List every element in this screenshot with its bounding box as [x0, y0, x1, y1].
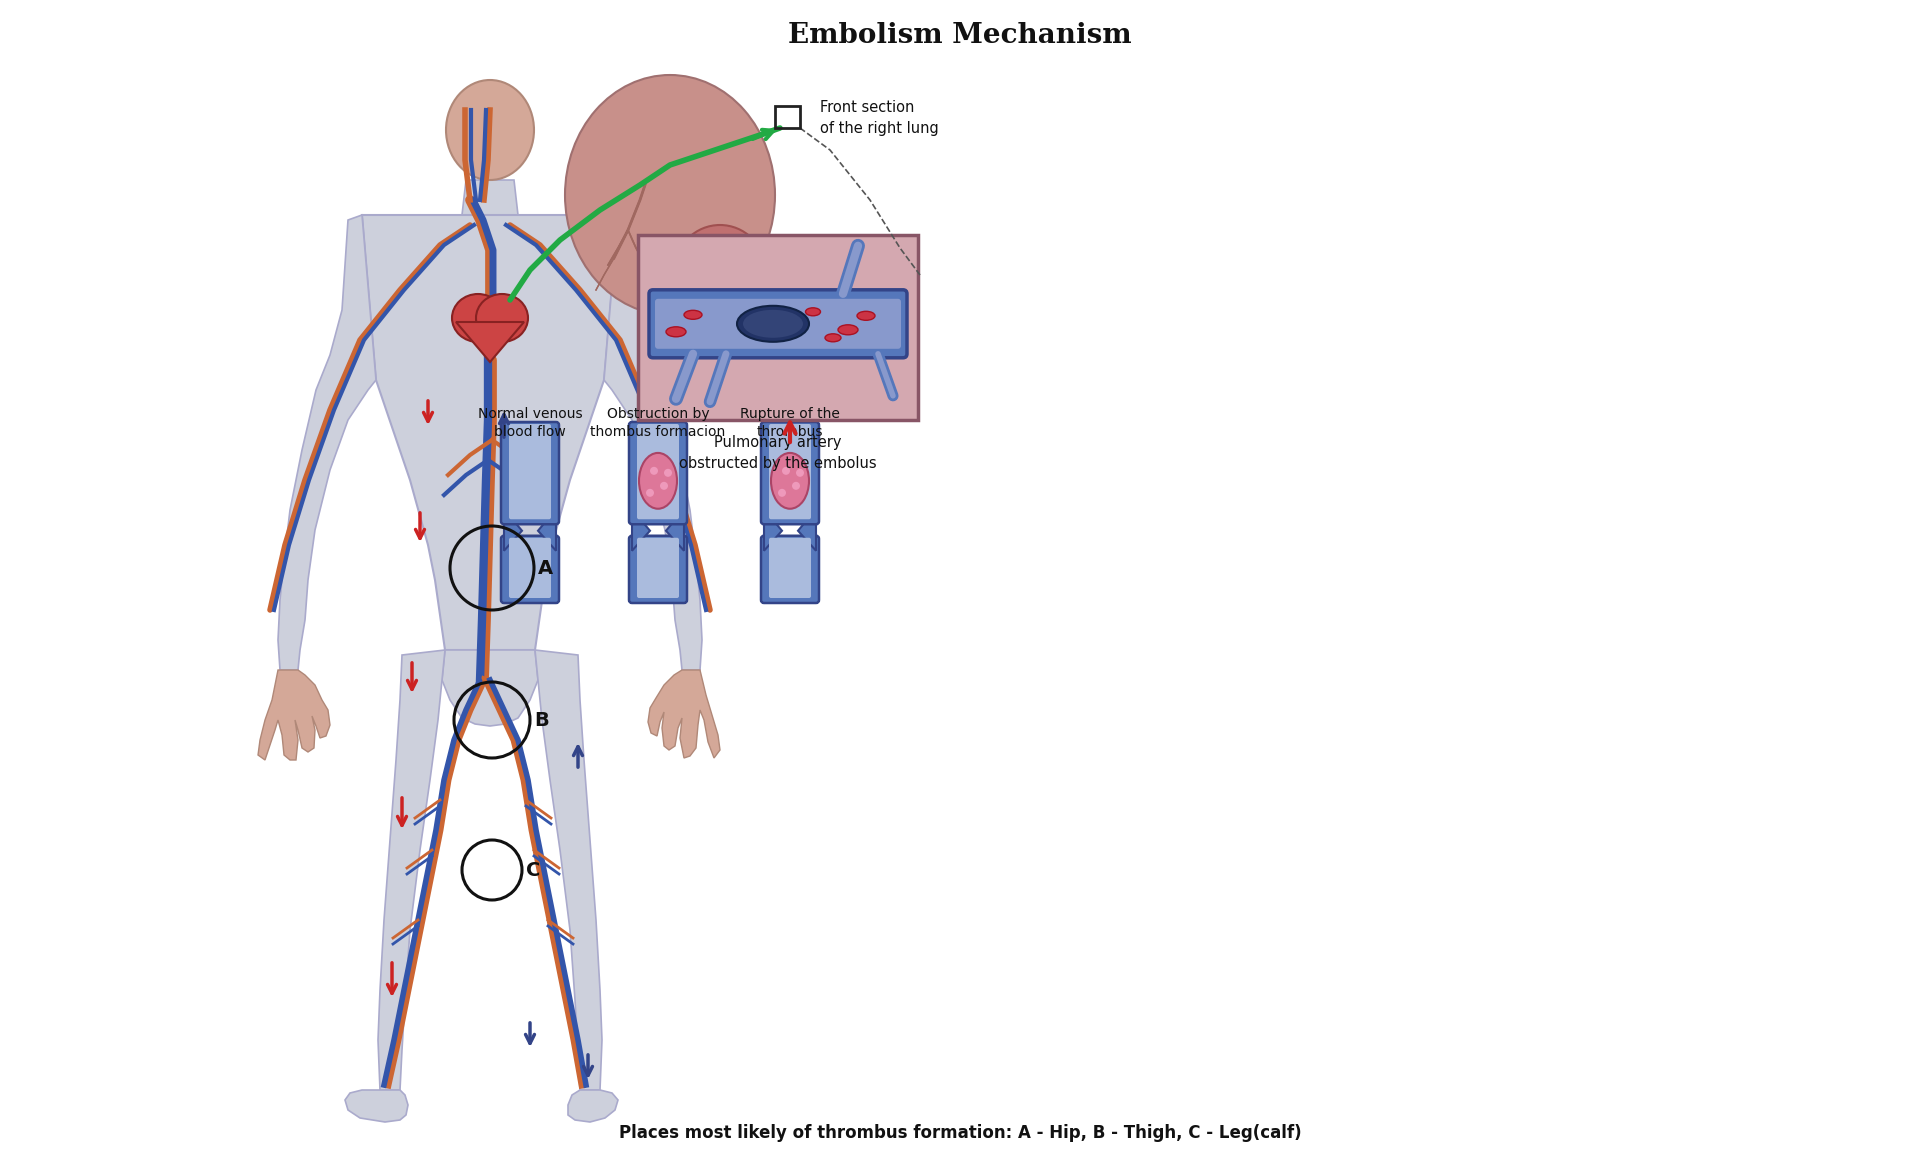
- FancyBboxPatch shape: [630, 422, 687, 524]
- Text: Pulmonary artery
obstructed by the embolus: Pulmonary artery obstructed by the embol…: [680, 435, 877, 471]
- Text: B: B: [534, 711, 549, 729]
- Polygon shape: [363, 215, 618, 650]
- Polygon shape: [346, 1090, 409, 1121]
- Polygon shape: [457, 322, 524, 362]
- Text: Normal venous
blood flow: Normal venous blood flow: [478, 407, 582, 440]
- Ellipse shape: [676, 225, 764, 315]
- Circle shape: [797, 469, 804, 477]
- Bar: [637, 235, 918, 420]
- Ellipse shape: [743, 309, 803, 337]
- Polygon shape: [463, 180, 518, 215]
- Text: Places most likely of thrombus formation: A - Hip, B - Thigh, C - Leg(calf): Places most likely of thrombus formation…: [618, 1124, 1302, 1142]
- FancyBboxPatch shape: [501, 536, 559, 603]
- FancyBboxPatch shape: [509, 424, 551, 519]
- Text: C: C: [526, 860, 540, 880]
- FancyBboxPatch shape: [637, 538, 680, 598]
- Ellipse shape: [476, 294, 528, 342]
- Polygon shape: [257, 670, 330, 760]
- Circle shape: [645, 489, 655, 497]
- Text: A: A: [538, 559, 553, 578]
- Ellipse shape: [737, 306, 808, 342]
- Ellipse shape: [772, 453, 808, 509]
- Text: Obstruction by
thombus formacion: Obstruction by thombus formacion: [589, 407, 726, 440]
- Circle shape: [664, 469, 672, 477]
- Polygon shape: [649, 670, 720, 759]
- FancyBboxPatch shape: [655, 299, 900, 349]
- Circle shape: [781, 467, 789, 475]
- Circle shape: [651, 467, 659, 475]
- Polygon shape: [442, 650, 538, 726]
- Ellipse shape: [451, 294, 505, 342]
- Text: Embolism Mechanism: Embolism Mechanism: [789, 21, 1131, 49]
- Polygon shape: [632, 509, 651, 551]
- Ellipse shape: [639, 453, 678, 509]
- Polygon shape: [764, 509, 781, 551]
- Circle shape: [660, 482, 668, 490]
- Polygon shape: [605, 215, 703, 670]
- FancyBboxPatch shape: [760, 536, 820, 603]
- FancyBboxPatch shape: [637, 424, 680, 519]
- FancyBboxPatch shape: [770, 538, 810, 598]
- Text: Front section
of the right lung: Front section of the right lung: [820, 100, 939, 137]
- FancyBboxPatch shape: [630, 536, 687, 603]
- Polygon shape: [568, 1090, 618, 1121]
- FancyBboxPatch shape: [501, 422, 559, 524]
- Bar: [776, 106, 801, 128]
- FancyBboxPatch shape: [770, 424, 810, 519]
- Ellipse shape: [684, 310, 703, 320]
- Polygon shape: [799, 509, 816, 551]
- Polygon shape: [538, 509, 557, 551]
- FancyBboxPatch shape: [509, 538, 551, 598]
- Polygon shape: [378, 650, 445, 1090]
- Polygon shape: [536, 650, 603, 1090]
- Ellipse shape: [564, 75, 776, 315]
- FancyBboxPatch shape: [649, 289, 906, 358]
- Ellipse shape: [445, 81, 534, 180]
- Polygon shape: [505, 509, 522, 551]
- FancyBboxPatch shape: [760, 422, 820, 524]
- Polygon shape: [278, 215, 376, 670]
- Ellipse shape: [806, 308, 820, 316]
- Circle shape: [791, 482, 801, 490]
- Ellipse shape: [826, 334, 841, 342]
- Ellipse shape: [856, 312, 876, 320]
- Text: Rupture of the
thrombus: Rupture of the thrombus: [739, 407, 839, 440]
- Ellipse shape: [837, 324, 858, 335]
- Polygon shape: [666, 509, 684, 551]
- Ellipse shape: [666, 327, 685, 337]
- Circle shape: [778, 489, 785, 497]
